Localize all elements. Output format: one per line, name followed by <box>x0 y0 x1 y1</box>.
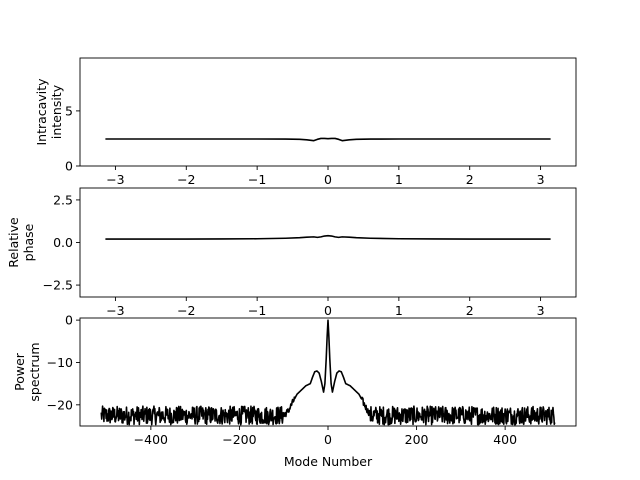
y-axis-label-line: phase <box>21 223 36 261</box>
x-tick-label: −2 <box>177 303 195 318</box>
axes-frame <box>79 187 577 298</box>
x-tick-label: 400 <box>493 432 517 447</box>
series-line-1-1 <box>105 137 551 142</box>
series-line-3-1 <box>100 319 556 426</box>
x-tick-label: −3 <box>106 172 124 187</box>
x-tick-label: −1 <box>248 303 266 318</box>
x-tick-label: 2 <box>466 303 474 318</box>
x-tick-label: 0 <box>324 303 332 318</box>
x-tick-label: 0 <box>324 172 332 187</box>
x-tick-label: 2 <box>466 172 474 187</box>
x-tick-label: 3 <box>537 303 545 318</box>
x-tick-label: 1 <box>395 303 403 318</box>
x-tick-label: −3 <box>106 303 124 318</box>
x-tick-label: −200 <box>222 432 256 447</box>
y-tick-label: 0.0 <box>53 235 73 250</box>
x-tick-label: 200 <box>405 432 429 447</box>
x-tick-label: −400 <box>134 432 168 447</box>
y-axis-label-line: spectrum <box>27 342 42 401</box>
y-tick-label: 2.5 <box>53 192 73 207</box>
x-tick-label: 1 <box>395 172 403 187</box>
y-axis-label: Intracavityintensity <box>34 78 64 146</box>
y-axis-label-line: Relative <box>6 217 21 268</box>
y-axis-label-line: Power <box>12 352 27 391</box>
y-tick-label: 0 <box>65 159 73 174</box>
y-tick-label: −20 <box>47 397 73 412</box>
series-line-2-1 <box>105 234 551 240</box>
y-tick-label: −2.5 <box>43 278 73 293</box>
x-axis-label: Mode Number <box>284 454 373 469</box>
y-tick-label: 5 <box>65 103 73 118</box>
y-tick-label: −10 <box>47 355 73 370</box>
axes-frame <box>79 57 577 167</box>
x-tick-label: 0 <box>324 432 332 447</box>
y-axis-label: Relativephase <box>6 217 36 268</box>
subplot-3: −400 −200 0 200 400 −20 −10 0 Powerspectrum Mode … <box>12 313 577 469</box>
subplot-2: −3 −2 −1 0 1 2 3 −2.5 0.0 2.5 Relativephase <box>6 187 577 318</box>
y-axis-label-line: Intracavity <box>34 78 49 146</box>
y-axis-label: Powerspectrum <box>12 342 42 401</box>
x-tick-label: −1 <box>248 172 266 187</box>
y-tick-label: 0 <box>65 313 73 328</box>
x-tick-label: 3 <box>537 172 545 187</box>
y-axis-label-line: intensity <box>49 84 64 139</box>
x-tick-label: −2 <box>177 172 195 187</box>
